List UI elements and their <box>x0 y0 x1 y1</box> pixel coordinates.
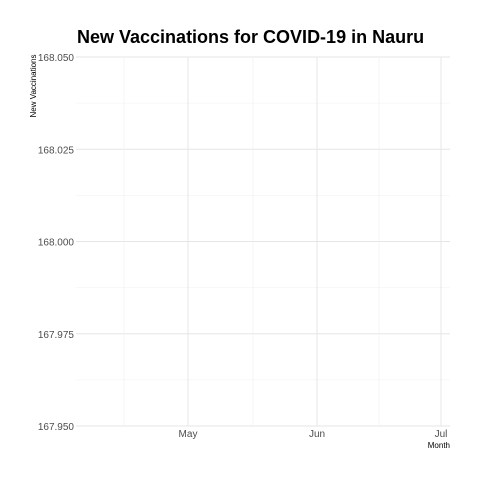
x-tick-label: May <box>179 429 198 440</box>
x-tick-label: Jul <box>435 429 448 440</box>
y-axis-label: New Vaccinations <box>29 55 38 118</box>
y-tick-label: 167.975 <box>38 330 75 341</box>
grid <box>76 56 450 427</box>
chart-title: New Vaccinations for COVID-19 in Nauru <box>77 27 424 47</box>
x-axis-label: Month <box>428 441 450 450</box>
y-tick-label: 167.950 <box>38 422 75 433</box>
y-tick-label: 168.050 <box>38 53 75 64</box>
x-tick-label: Jun <box>309 429 325 440</box>
y-tick-label: 168.000 <box>38 238 75 249</box>
y-tick-label: 168.025 <box>38 145 75 156</box>
tick-labels: 168.050 168.025 168.000 167.975 167.950 May Ju… <box>38 53 448 440</box>
